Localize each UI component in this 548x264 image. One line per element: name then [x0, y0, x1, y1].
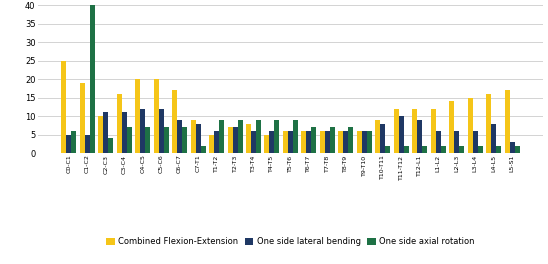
- Bar: [486, 94, 491, 153]
- Bar: [201, 146, 206, 153]
- Bar: [515, 146, 520, 153]
- Bar: [158, 109, 164, 153]
- Bar: [164, 127, 169, 153]
- Bar: [436, 131, 441, 153]
- Bar: [394, 109, 399, 153]
- Bar: [330, 127, 335, 153]
- Bar: [117, 94, 122, 153]
- Bar: [338, 131, 344, 153]
- Bar: [209, 135, 214, 153]
- Bar: [232, 127, 237, 153]
- Bar: [306, 131, 311, 153]
- Bar: [288, 131, 293, 153]
- Bar: [90, 5, 95, 153]
- Bar: [344, 131, 349, 153]
- Bar: [412, 109, 417, 153]
- Bar: [510, 142, 515, 153]
- Bar: [283, 131, 288, 153]
- Bar: [441, 146, 446, 153]
- Bar: [505, 90, 510, 153]
- Bar: [122, 112, 127, 153]
- Bar: [362, 131, 367, 153]
- Bar: [127, 127, 132, 153]
- Bar: [459, 146, 464, 153]
- Bar: [153, 79, 158, 153]
- Bar: [85, 135, 90, 153]
- Bar: [80, 83, 85, 153]
- Bar: [399, 116, 404, 153]
- Bar: [66, 135, 71, 153]
- Bar: [140, 109, 145, 153]
- Bar: [256, 120, 261, 153]
- Bar: [214, 131, 219, 153]
- Bar: [467, 98, 473, 153]
- Bar: [145, 127, 150, 153]
- Bar: [367, 131, 372, 153]
- Bar: [320, 131, 325, 153]
- Bar: [61, 61, 66, 153]
- Bar: [237, 120, 243, 153]
- Bar: [385, 146, 390, 153]
- Bar: [325, 131, 330, 153]
- Bar: [311, 127, 316, 153]
- Bar: [71, 131, 76, 153]
- Bar: [293, 120, 298, 153]
- Bar: [496, 146, 501, 153]
- Bar: [349, 127, 353, 153]
- Bar: [103, 112, 108, 153]
- Bar: [177, 120, 182, 153]
- Bar: [380, 124, 385, 153]
- Bar: [265, 135, 270, 153]
- Bar: [270, 131, 275, 153]
- Legend: Combined Flexion-Extension, One side lateral bending, One side axial rotation: Combined Flexion-Extension, One side lat…: [103, 234, 478, 250]
- Bar: [478, 146, 483, 153]
- Bar: [196, 124, 201, 153]
- Bar: [375, 120, 380, 153]
- Bar: [246, 124, 251, 153]
- Bar: [454, 131, 459, 153]
- Bar: [275, 120, 279, 153]
- Bar: [423, 146, 427, 153]
- Bar: [251, 131, 256, 153]
- Bar: [172, 90, 177, 153]
- Bar: [219, 120, 224, 153]
- Bar: [491, 124, 496, 153]
- Bar: [473, 131, 478, 153]
- Bar: [227, 127, 232, 153]
- Bar: [108, 138, 113, 153]
- Bar: [191, 120, 196, 153]
- Bar: [404, 146, 409, 153]
- Bar: [449, 101, 454, 153]
- Bar: [301, 131, 306, 153]
- Bar: [357, 131, 362, 153]
- Bar: [182, 127, 187, 153]
- Bar: [135, 79, 140, 153]
- Bar: [417, 120, 423, 153]
- Bar: [431, 109, 436, 153]
- Bar: [98, 116, 103, 153]
